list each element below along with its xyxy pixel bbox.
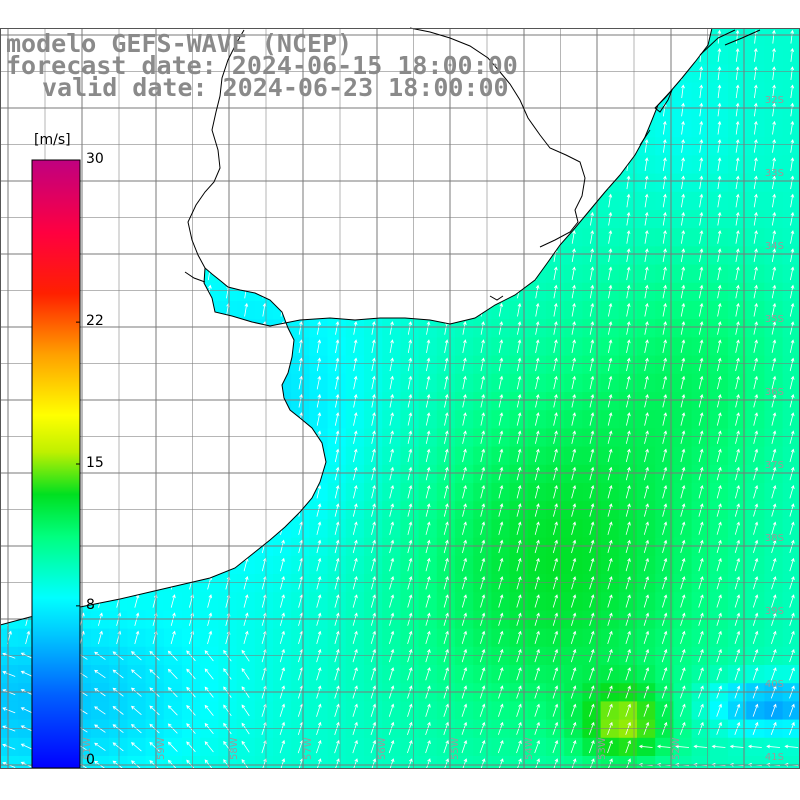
colorbar-tick-label: 22 (86, 313, 104, 330)
colorbar-tick-label: 8 (86, 596, 95, 613)
coastline (0, 27, 761, 626)
latitude-labels: 32S 33S 34S 35S 36S 37S 38S 39S 40S 41S (765, 95, 784, 763)
latitude-label: 41S (765, 752, 784, 763)
longitude-label: 55W (450, 737, 461, 760)
latitude-label: 33S (765, 168, 784, 179)
title-valid-date: valid date: 2024-06-23 18:00:00 (42, 73, 509, 102)
longitude-label: 53W (597, 737, 608, 760)
longitude-labels: 61W 59W 58W 57W 56W 55W 54W 53W 52W (82, 737, 682, 760)
graticule (0, 28, 800, 768)
latitude-label: 35S (765, 314, 784, 325)
latitude-label: 37S (765, 460, 784, 471)
longitude-label: 56W (377, 737, 388, 760)
title-model: modelo GEFS-WAVE (NCEP) (6, 29, 353, 58)
colorbar-tick-label: 0 (86, 752, 95, 768)
colorbar-tick-label: 15 (86, 455, 104, 471)
latitude-label: 38S (765, 533, 784, 544)
longitude-label: 52W (671, 737, 682, 760)
longitude-label: 54W (524, 737, 535, 760)
colorbar-tick-label: 30 (86, 151, 104, 167)
latitude-label: 39S (765, 606, 784, 617)
longitude-label: 58W (229, 737, 240, 760)
latitude-label: 34S (765, 241, 784, 252)
latitude-label: 36S (765, 387, 784, 398)
latitude-label: 32S (765, 95, 784, 106)
longitude-label: 59W (156, 737, 167, 760)
latitude-label: 40S (765, 679, 784, 690)
longitude-label: 57W (303, 737, 314, 760)
title-forecast-date: forecast date: 2024-06-15 18:00:00 (6, 51, 518, 80)
colorbar (31, 159, 81, 769)
colorbar-unit: [m/s] (34, 132, 71, 148)
longitude-label: 61W (82, 737, 93, 760)
